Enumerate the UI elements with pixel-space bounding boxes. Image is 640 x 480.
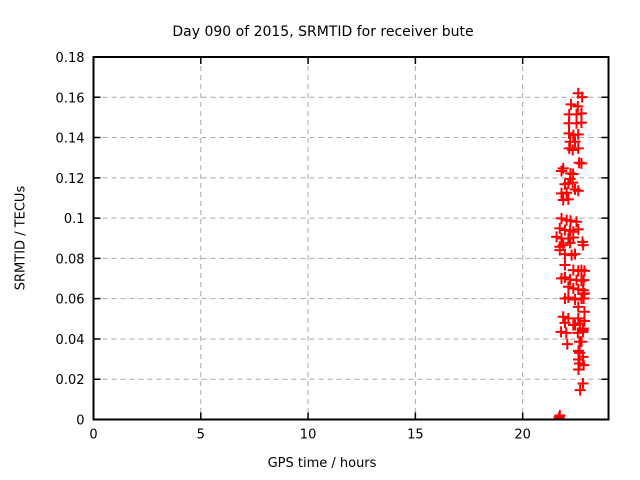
y-tick-label: 0.06 xyxy=(56,293,85,308)
y-tick-label: 0.18 xyxy=(56,51,85,66)
y-tick-label: 0.14 xyxy=(56,132,85,147)
y-tick-label: 0 xyxy=(76,414,84,429)
x-tick-label: 10 xyxy=(300,428,317,443)
axis-ticks xyxy=(92,56,609,421)
y-tick-label: 0.02 xyxy=(56,373,85,388)
x-tick-label: 20 xyxy=(514,428,531,443)
y-tick-label: 0.04 xyxy=(56,333,85,348)
chart-title: Day 090 of 2015, SRMTID for receiver but… xyxy=(172,24,474,40)
plot-border xyxy=(92,56,610,421)
x-tick-label: 0 xyxy=(89,428,97,443)
y-tick-label: 0.08 xyxy=(56,252,85,267)
y-tick-label: 0.16 xyxy=(56,91,85,106)
x-axis-label: GPS time / hours xyxy=(267,456,377,471)
x-tick-label: 5 xyxy=(197,428,205,443)
y-tick-label: 0.1 xyxy=(64,212,85,227)
x-tick-label: 15 xyxy=(407,428,424,443)
data-points xyxy=(551,87,590,420)
y-tick-label: 0.12 xyxy=(56,172,85,187)
